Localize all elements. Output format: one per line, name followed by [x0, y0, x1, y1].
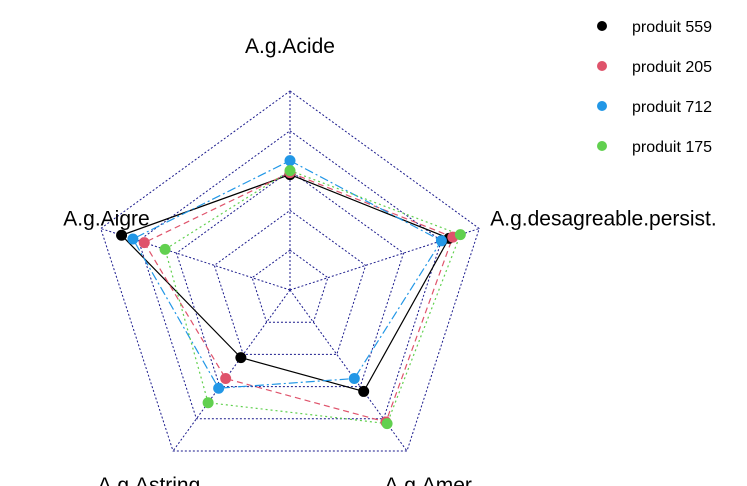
- grid-ring-5: [100, 90, 480, 452]
- series-4-point-3: [381, 418, 393, 430]
- axis-label-2: A.g.desagreable.persist.: [490, 207, 716, 230]
- axis-label-3: A.g.Amer: [384, 474, 472, 486]
- axis-label-1: A.g.Acide: [245, 35, 335, 58]
- axis-labels: A.g.Acide A.g.desagreable.persist. A.g.Ame…: [63, 35, 716, 486]
- series-4-point-2: [454, 229, 466, 241]
- series-1-point-5: [116, 229, 128, 241]
- series-line-2: [143, 171, 454, 423]
- grid-ring-2: [213, 209, 367, 355]
- legend: produit 559 produit 205 produit 712 produit…: [597, 19, 712, 156]
- grid-spoke-4: [172, 289, 291, 452]
- series-4-point-1: [284, 165, 296, 177]
- legend-label-4: produit 175: [632, 139, 712, 156]
- axis-label-5: A.g.Aigre: [63, 207, 149, 230]
- series-1-point-3: [358, 385, 370, 397]
- series-3-point-5: [127, 233, 139, 245]
- series-line-4: [164, 169, 462, 425]
- grid-ring-1: [251, 249, 329, 323]
- legend-label-1: produit 559: [632, 19, 712, 36]
- legend-label-3: produit 712: [632, 99, 712, 116]
- series-4-point-4: [202, 397, 214, 409]
- grid-ring-3: [175, 169, 405, 388]
- series-1-point-4: [235, 352, 247, 364]
- series-3-point-3: [348, 373, 360, 385]
- legend-marker-4: [597, 141, 607, 151]
- series-3-point-2: [435, 235, 447, 247]
- series-2-point-5: [138, 237, 150, 249]
- series-4-point-5: [159, 243, 171, 255]
- legend-marker-1: [597, 21, 607, 31]
- series-2-point-4: [220, 373, 232, 385]
- series-line-3: [132, 159, 443, 389]
- axis-label-4: A.g.Astring.: [98, 474, 207, 486]
- radar-series: [116, 155, 466, 430]
- legend-label-2: produit 205: [632, 59, 712, 76]
- legend-marker-3: [597, 101, 607, 111]
- series-3-point-1: [284, 155, 296, 167]
- legend-marker-2: [597, 61, 607, 71]
- series-3-point-4: [213, 382, 225, 394]
- series-line-1: [120, 173, 450, 393]
